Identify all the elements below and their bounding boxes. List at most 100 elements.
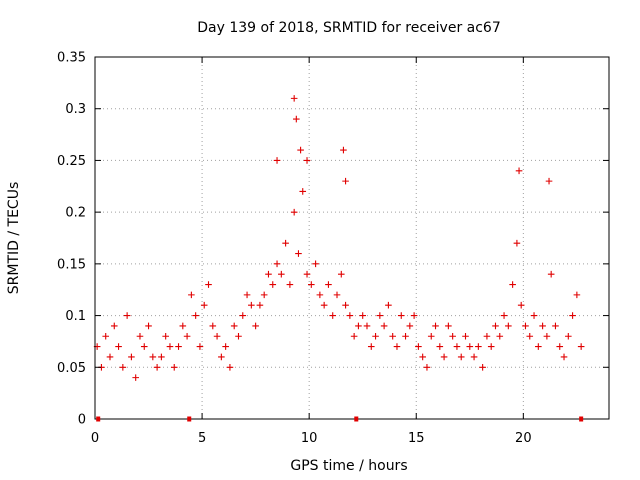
data-point (239, 312, 247, 319)
data-point (316, 291, 324, 299)
data-point (297, 146, 304, 154)
data-point (222, 343, 229, 350)
x-axis-marker (187, 416, 192, 422)
data-point (560, 353, 568, 361)
plot-frame (94, 56, 610, 420)
data-point (110, 322, 118, 330)
data-point (230, 322, 238, 330)
data-point (273, 157, 281, 164)
data-point (492, 322, 499, 330)
data-point (293, 115, 300, 123)
data-point (290, 208, 298, 216)
data-point (539, 322, 546, 330)
data-point (243, 291, 251, 299)
data-point (449, 332, 456, 340)
data-point (226, 363, 234, 371)
data-point (213, 332, 221, 340)
x-axis-marker (354, 416, 359, 422)
data-point (192, 312, 199, 319)
data-point (290, 95, 298, 102)
data-point (179, 322, 187, 330)
data-point (355, 322, 362, 330)
x-tick-label: 5 (198, 431, 206, 446)
data-point (286, 281, 294, 288)
data-point (340, 146, 347, 154)
data-point (466, 343, 474, 350)
data-point (235, 332, 242, 340)
data-point (123, 312, 131, 319)
data-point (346, 312, 354, 319)
data-point (102, 332, 110, 340)
data-point (419, 353, 426, 361)
data-point (367, 343, 375, 350)
data-point (415, 343, 422, 350)
data-point (470, 353, 478, 361)
data-point (162, 332, 169, 340)
data-point (505, 322, 512, 330)
tick-labels: 0 0.05 0.1 0.15 0.2 0.25 0.3 0.35 0 5 10 15 20 (57, 51, 532, 447)
data-point (526, 332, 534, 340)
data-point (136, 332, 144, 340)
data-point (320, 301, 328, 309)
data-point (406, 322, 414, 330)
data-point (149, 353, 157, 361)
data-point (515, 167, 523, 175)
data-point (260, 291, 268, 299)
data-point (273, 260, 281, 268)
data-point (556, 343, 564, 350)
y-tick-label: 0.1 (65, 309, 86, 324)
data-point (269, 281, 277, 288)
data-point (573, 291, 581, 299)
data-point (248, 301, 255, 309)
data-point (376, 312, 384, 319)
data-point (530, 312, 538, 319)
data-point (385, 301, 392, 309)
x-axis-marker (579, 416, 584, 422)
x-tick-label: 10 (301, 431, 318, 446)
data-point (517, 301, 525, 309)
data-point (188, 291, 195, 299)
data-point (119, 363, 127, 371)
data-point (543, 332, 551, 340)
data-point (303, 270, 311, 278)
data-point (153, 363, 161, 371)
data-point (303, 157, 311, 164)
data-point (552, 322, 559, 330)
x-axis-marker (96, 416, 101, 422)
y-tick-label: 0.3 (65, 102, 86, 117)
data-point (445, 322, 452, 330)
data-point (350, 332, 358, 340)
data-point (295, 250, 302, 257)
data-point (308, 281, 315, 288)
data-point (569, 312, 576, 319)
data-point (106, 353, 114, 361)
data-point (475, 343, 482, 350)
grid-lines (95, 57, 609, 419)
data-point (393, 343, 401, 350)
data-point (500, 312, 508, 319)
data-point (372, 332, 379, 340)
data-point (423, 363, 431, 371)
data-point (183, 332, 191, 340)
data-point (170, 363, 178, 371)
data-point (278, 270, 285, 278)
data-point (359, 312, 367, 319)
y-tick-label: 0.05 (57, 361, 86, 376)
x-tick-label: 0 (91, 431, 99, 446)
data-point (200, 301, 208, 309)
data-point (565, 332, 572, 340)
y-tick-label: 0 (78, 413, 86, 428)
data-point (380, 322, 388, 330)
y-tick-label: 0.35 (57, 51, 86, 66)
data-point (436, 343, 444, 350)
data-point (325, 281, 332, 288)
data-point (522, 322, 529, 330)
data-point (205, 281, 212, 288)
x-axis-label: GPS time / hours (290, 458, 407, 474)
x-tick-label: 15 (408, 431, 425, 446)
data-point (145, 322, 152, 330)
data-point (389, 332, 396, 340)
data-point (342, 301, 349, 309)
x-tick-label: 20 (515, 431, 532, 446)
